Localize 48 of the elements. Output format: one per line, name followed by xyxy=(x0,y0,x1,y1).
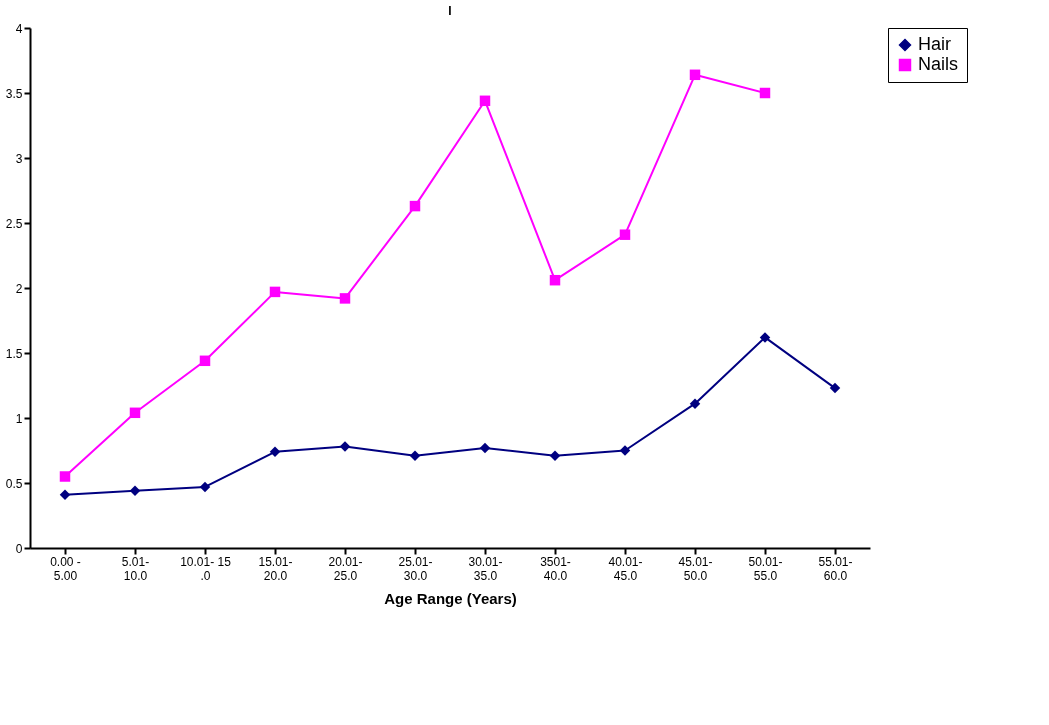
legend-label: Hair xyxy=(918,34,952,54)
point xyxy=(759,332,771,343)
chart-title: I xyxy=(448,4,452,18)
x-tick-label: 15.01- 20.0 xyxy=(258,554,293,583)
point xyxy=(409,200,421,212)
x-tick-label: 5.01- 10.0 xyxy=(121,554,150,583)
x-tick-label: 30.01- 35.0 xyxy=(468,554,503,583)
point xyxy=(269,446,281,458)
y-tick-label: 1.5 xyxy=(5,346,23,361)
x-tick-label: 25.01- 30.0 xyxy=(398,554,433,583)
point xyxy=(129,407,141,419)
point xyxy=(199,481,211,493)
point xyxy=(829,382,841,394)
point xyxy=(339,293,351,304)
point xyxy=(269,286,281,298)
y-tick-label: 2.5 xyxy=(5,216,23,231)
point xyxy=(479,95,491,107)
point xyxy=(339,441,351,452)
x-axis-title: Age Range (Years) xyxy=(384,589,517,607)
legend-label: Nails xyxy=(918,54,959,74)
y-tick-label: 3 xyxy=(15,151,23,166)
point xyxy=(479,442,491,454)
point xyxy=(59,471,71,482)
point xyxy=(759,87,771,99)
x-tick-label: 50.01- 55.0 xyxy=(748,554,783,583)
x-tick-label: 20.01- 25.0 xyxy=(328,554,363,583)
point xyxy=(129,485,141,497)
y-tick-label: 3.5 xyxy=(5,86,23,101)
y-tick-label: 1 xyxy=(15,411,23,426)
point xyxy=(549,274,561,286)
point xyxy=(409,450,421,461)
x-tick-label: 10.01- 15 .0 xyxy=(180,554,232,583)
point xyxy=(619,229,631,240)
point xyxy=(689,398,701,409)
x-tick-label: 45.01- 50.0 xyxy=(678,554,713,583)
point xyxy=(549,450,561,461)
y-tick-label: 2 xyxy=(15,281,23,296)
y-tick-label: 4 xyxy=(15,21,23,36)
x-tick-label: 3501- 40.0 xyxy=(540,554,571,583)
point xyxy=(619,445,631,456)
x-tick-label: 0.00 - 5.00 xyxy=(50,554,81,583)
point xyxy=(199,355,211,367)
y-tick-label: 0 xyxy=(15,541,23,556)
x-tick-label: 40.01- 45.0 xyxy=(608,554,643,583)
x-tick-label: 55.01- 60.0 xyxy=(818,554,853,583)
point xyxy=(689,69,701,81)
point xyxy=(59,489,71,500)
y-tick-label: 0.5 xyxy=(5,476,23,491)
